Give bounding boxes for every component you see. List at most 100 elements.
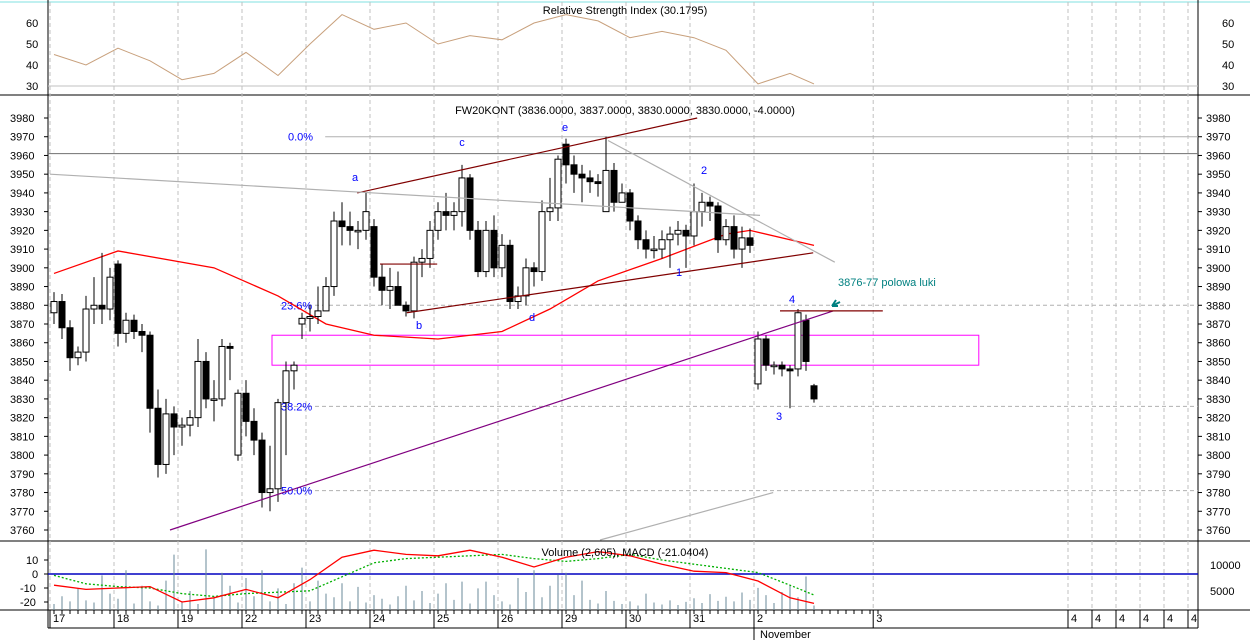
bullish-candle — [482, 229, 490, 273]
trendline-gray-long — [49, 173, 761, 216]
bearish-candle — [114, 263, 122, 334]
fib-label: 38.2% — [281, 401, 312, 413]
bearish-candle — [226, 345, 234, 349]
bearish-candle — [378, 276, 386, 291]
volume-tick-label: 5000 — [1210, 586, 1234, 598]
macd-tick-label: 0 — [32, 569, 38, 581]
bullish-candle — [362, 211, 370, 231]
price-tick-label-right: 3910 — [1206, 244, 1230, 256]
month-label: November — [760, 629, 811, 640]
price-tick-label-right: 3930 — [1206, 207, 1230, 219]
bullish-candle — [690, 211, 698, 237]
rsi-panel: 30 30 40 40 50 50 60 60 Relative Strength Index … — [26, 5, 1234, 93]
day-label: 31 — [693, 613, 705, 625]
bullish-candle — [618, 192, 626, 203]
bearish-candle — [66, 327, 74, 359]
price-tick-label-left: 3780 — [10, 488, 34, 500]
day-label: 17 — [53, 613, 65, 625]
rsi-line — [53, 14, 815, 85]
price-tick-label-right: 3880 — [1206, 300, 1230, 312]
rsi-tick-label-left: 40 — [26, 60, 38, 72]
day-label: 25 — [437, 613, 449, 625]
bullish-candle — [538, 211, 546, 273]
bearish-candle — [202, 360, 210, 400]
price-tick-label-right: 3860 — [1206, 338, 1230, 350]
bearish-candle — [370, 226, 378, 278]
bullish-candle — [522, 267, 530, 297]
price-tick-label-left: 3910 — [10, 244, 34, 256]
rsi-tick-label-left: 60 — [26, 18, 38, 30]
rsi-tick-label-right: 50 — [1222, 39, 1234, 51]
price-tick-label-left: 3800 — [10, 450, 34, 462]
bearish-candle — [338, 220, 346, 228]
trendline-upper-channel — [357, 117, 698, 194]
bearish-candle — [98, 304, 106, 310]
bullish-candle — [210, 398, 218, 401]
bullish-candle — [322, 286, 330, 312]
rsi-tick-label-right: 40 — [1222, 60, 1234, 72]
bearish-candle — [746, 237, 754, 246]
bearish-candle — [706, 201, 714, 207]
rsi-title: Relative Strength Index (30.1795) — [543, 5, 708, 17]
gap-zone-rect — [271, 334, 980, 366]
macd-line — [53, 549, 815, 605]
future-day-label: 4 — [1095, 613, 1101, 625]
bullish-candle — [674, 229, 682, 235]
rsi-tick-label-right: 30 — [1222, 81, 1234, 93]
price-tick-label-right: 3950 — [1206, 169, 1230, 181]
bearish-candle — [242, 392, 250, 422]
price-tick-label-left: 3970 — [10, 132, 34, 144]
macd-tick-label: -10 — [20, 583, 36, 595]
bullish-candle — [74, 351, 82, 359]
bullish-candle — [722, 226, 730, 241]
wave-label-3: 3 — [776, 411, 782, 423]
bullish-candle — [314, 310, 322, 318]
bearish-candle — [258, 439, 266, 494]
price-tick-label-left: 3880 — [10, 300, 34, 312]
annotation-gap-half: 3876-77 polowa luki — [838, 277, 936, 289]
price-tick-label-left: 3870 — [10, 319, 34, 331]
bearish-candle — [626, 192, 634, 222]
price-tick-label-left: 3830 — [10, 394, 34, 406]
price-tick-label-right: 3790 — [1206, 469, 1230, 481]
price-tick-label-left: 3960 — [10, 150, 34, 162]
price-tick-label-left: 3980 — [10, 113, 34, 125]
price-tick-label-right: 3920 — [1206, 225, 1230, 237]
bearish-candle — [778, 364, 786, 370]
price-tick-label-left: 3890 — [10, 282, 34, 294]
macd-panel: 10 0 -10 -20 10000 5000 Volume (2,605), MACD (… — [20, 547, 1241, 610]
bullish-candle — [106, 276, 114, 310]
bearish-candle — [530, 267, 538, 273]
rsi-tick-label-left: 30 — [26, 81, 38, 93]
future-day-label: 4 — [1071, 613, 1077, 625]
price-tick-label-right: 3760 — [1206, 525, 1230, 537]
trendline-purple-support — [169, 310, 834, 531]
bullish-candle — [666, 233, 674, 241]
bullish-candle — [554, 158, 562, 209]
bearish-candle — [730, 226, 738, 250]
bullish-candle — [306, 316, 314, 319]
trendline-lower-channel — [406, 252, 814, 314]
bearish-candle — [586, 177, 594, 183]
day-label: 29 — [565, 613, 577, 625]
wave-label-1: 1 — [676, 267, 682, 279]
rsi-tick-label-left: 50 — [26, 39, 38, 51]
day-label: 18 — [117, 613, 129, 625]
bullish-candle — [698, 201, 706, 213]
bullish-candle — [298, 317, 306, 325]
wave-label-2: 2 — [701, 165, 707, 177]
bullish-candle — [426, 229, 434, 259]
bullish-candle — [50, 301, 58, 314]
price-tick-label-right: 3900 — [1206, 263, 1230, 275]
bearish-candle — [58, 301, 66, 329]
price-tick-label-right: 3810 — [1206, 431, 1230, 443]
price-tick-label-right: 3870 — [1206, 319, 1230, 331]
price-tick-label-right: 3970 — [1206, 132, 1230, 144]
price-tick-label-right: 3980 — [1206, 113, 1230, 125]
bearish-candle — [610, 169, 618, 203]
bearish-candle — [138, 330, 146, 336]
wave-label-c: c — [459, 137, 465, 149]
bearish-candle — [130, 319, 138, 332]
